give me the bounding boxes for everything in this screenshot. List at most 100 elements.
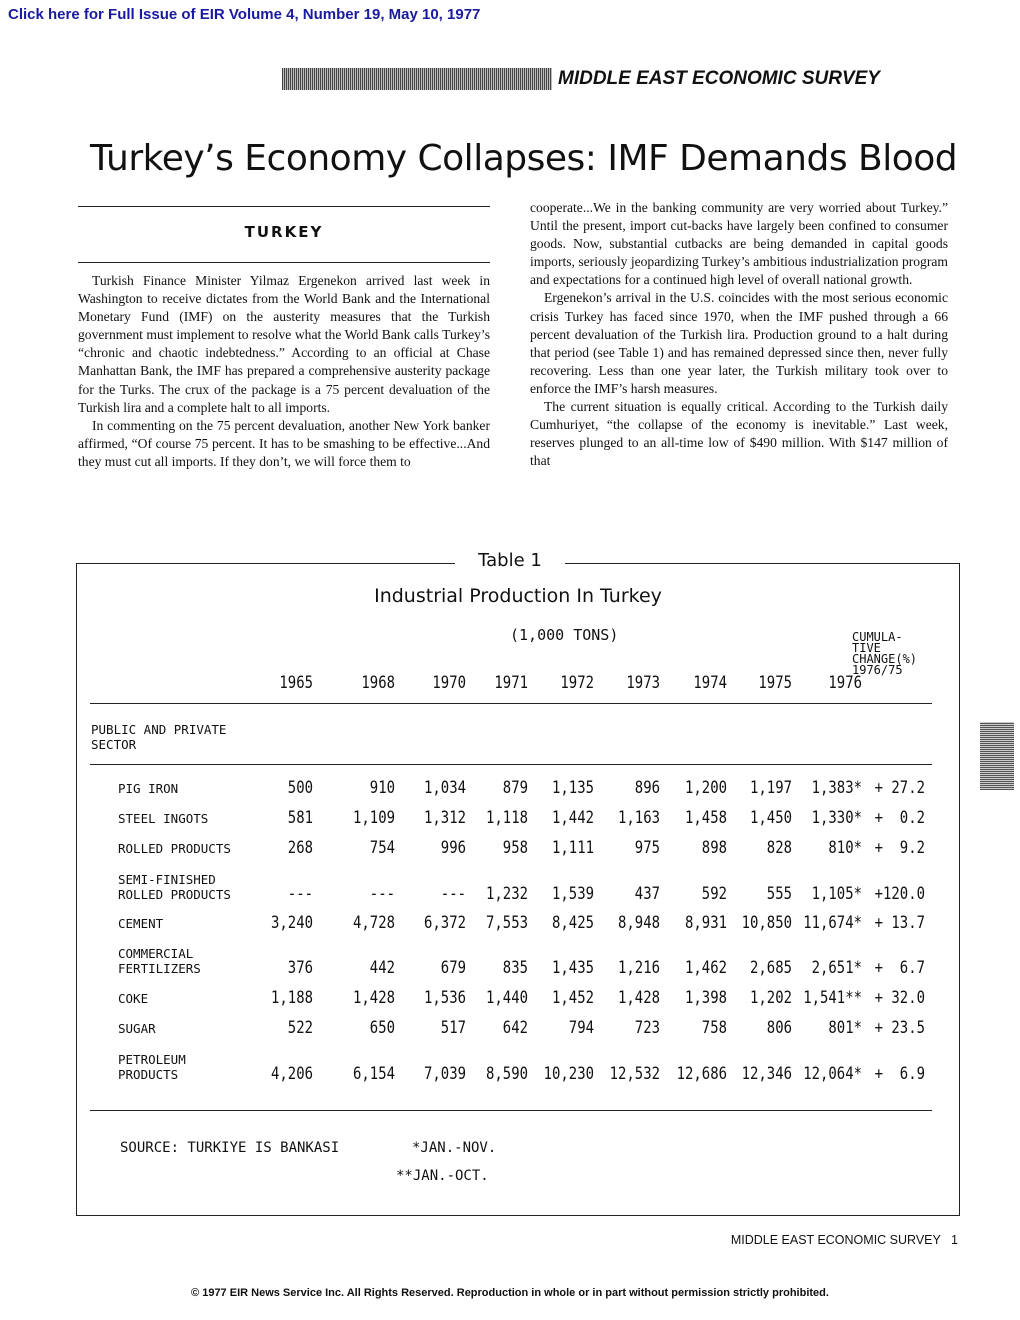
table-cell: 1,200: [685, 778, 727, 798]
divider: [78, 206, 490, 207]
footnote-2: **JAN.-OCT.: [396, 1168, 489, 1184]
table-cell: 10,230: [543, 1064, 594, 1084]
table-cell: 442: [369, 958, 395, 978]
table-cell: 2,651*: [811, 958, 862, 978]
table-cell: 2,685: [750, 958, 792, 978]
table-cell: 1,458: [685, 808, 727, 828]
table-cell: 650: [369, 1018, 395, 1038]
table-cell: 581: [287, 808, 313, 828]
row-label: COMMERCIAL FERTILIZERS: [118, 946, 201, 976]
row-label: PETROLEUM PRODUCTS: [118, 1052, 186, 1082]
year-header: 1975: [758, 673, 792, 693]
table-cell: 1,163: [618, 808, 660, 828]
table-cell: 3,240: [271, 913, 313, 933]
table-cell: 11,674*: [803, 913, 862, 933]
paragraph: The current situation is equally critica…: [530, 399, 948, 469]
table-cell: 1,105*: [811, 884, 862, 904]
cumulative-change-cell: + 32.0: [874, 988, 925, 1008]
cumulative-change-cell: + 0.2: [874, 808, 925, 828]
table-cell: 8,590: [486, 1064, 528, 1084]
table-cell: 1,539: [552, 884, 594, 904]
table-cell: 1,452: [552, 988, 594, 1008]
table-cell: 1,428: [353, 988, 395, 1008]
table-cell: 592: [701, 884, 727, 904]
table-cell: 6,372: [424, 913, 466, 933]
table-cell: 437: [634, 884, 660, 904]
cumulative-change-cell: + 9.2: [874, 838, 925, 858]
table-cell: 1,216: [618, 958, 660, 978]
masthead-screen-bar: [282, 68, 552, 90]
year-header: 1974: [693, 673, 727, 693]
table-cell: 1,111: [552, 838, 594, 858]
table-cell: 1,135: [552, 778, 594, 798]
table-cell: 12,686: [676, 1064, 727, 1084]
row-label: STEEL INGOTS: [118, 811, 209, 826]
cumulative-header: CUMULA- TIVE CHANGE(%) 1976/75: [852, 630, 918, 677]
table-frame: [76, 563, 960, 1216]
table-cell: 758: [701, 1018, 727, 1038]
table-cell: 8,948: [618, 913, 660, 933]
table-cell: 754: [369, 838, 395, 858]
table-cell: 500: [287, 778, 313, 798]
table-cell: 806: [766, 1018, 792, 1038]
table-cell: 376: [287, 958, 313, 978]
table-cell: 517: [440, 1018, 466, 1038]
table-cell: 801*: [828, 1018, 862, 1038]
table-cell: 910: [369, 778, 395, 798]
table-cell: 7,553: [486, 913, 528, 933]
divider: [90, 764, 932, 765]
table-cell: 1,541**: [803, 988, 862, 1008]
running-footer: MIDDLE EAST ECONOMIC SURVEY 1: [730, 1233, 958, 1247]
masthead: MIDDLE EAST ECONOMIC SURVEY: [558, 68, 880, 89]
section-label: PUBLIC AND PRIVATE SECTOR: [91, 722, 227, 752]
table-cell: 642: [502, 1018, 528, 1038]
article-title: Turkey’s Economy Collapses: IMF Demands …: [90, 138, 958, 179]
right-column: cooperate...We in the banking community …: [530, 199, 948, 470]
cumulative-change-cell: + 27.2: [874, 778, 925, 798]
divider: [78, 262, 490, 263]
table-title: Industrial Production In Turkey: [374, 585, 662, 607]
table-cell: 896: [634, 778, 660, 798]
table-cell: 1,312: [424, 808, 466, 828]
table-cell: 1,435: [552, 958, 594, 978]
row-label: CEMENT: [118, 916, 164, 931]
table-cell: 996: [440, 838, 466, 858]
table-cell: 6,154: [353, 1064, 395, 1084]
table-cell: 1,536: [424, 988, 466, 1008]
table-cell: 7,039: [424, 1064, 466, 1084]
left-column: Turkish Finance Minister Yilmaz Ergeneko…: [78, 272, 490, 471]
table-cell: 12,532: [609, 1064, 660, 1084]
cumulative-change-cell: + 23.5: [874, 1018, 925, 1038]
table-cell: 1,202: [750, 988, 792, 1008]
table-cell: 4,206: [271, 1064, 313, 1084]
table-cell: 522: [287, 1018, 313, 1038]
table-cell: 828: [766, 838, 792, 858]
table-cell: 1,188: [271, 988, 313, 1008]
table-cell: 898: [701, 838, 727, 858]
table-cell: 12,064*: [803, 1064, 862, 1084]
cumulative-change-cell: +120.0: [874, 884, 925, 904]
table-cell: 10,850: [741, 913, 792, 933]
table-cell: 1,109: [353, 808, 395, 828]
paragraph: cooperate...We in the banking community …: [530, 200, 948, 288]
table-cell: 1,440: [486, 988, 528, 1008]
table-cell: 1,330*: [811, 808, 862, 828]
table-cell: 555: [766, 884, 792, 904]
table-cell: 1,428: [618, 988, 660, 1008]
row-label: SUGAR: [118, 1021, 156, 1036]
table-cell: 8,931: [685, 913, 727, 933]
copyright-notice: © 1977 EIR News Service Inc. All Rights …: [191, 1287, 829, 1299]
year-header: 1976: [828, 673, 862, 693]
table-cell: 1,450: [750, 808, 792, 828]
full-issue-link[interactable]: Click here for Full Issue of EIR Volume …: [8, 6, 481, 23]
year-header: 1972: [560, 673, 594, 693]
table-cell: ---: [369, 884, 395, 904]
table-cell: 1,197: [750, 778, 792, 798]
divider: [90, 703, 932, 704]
cumulative-change-cell: + 13.7: [874, 913, 925, 933]
year-header: 1970: [432, 673, 466, 693]
table-source: SOURCE: TURKIYE IS BANKASI: [120, 1140, 340, 1156]
year-header: 1971: [494, 673, 528, 693]
margin-screen-mark: [980, 722, 1014, 790]
